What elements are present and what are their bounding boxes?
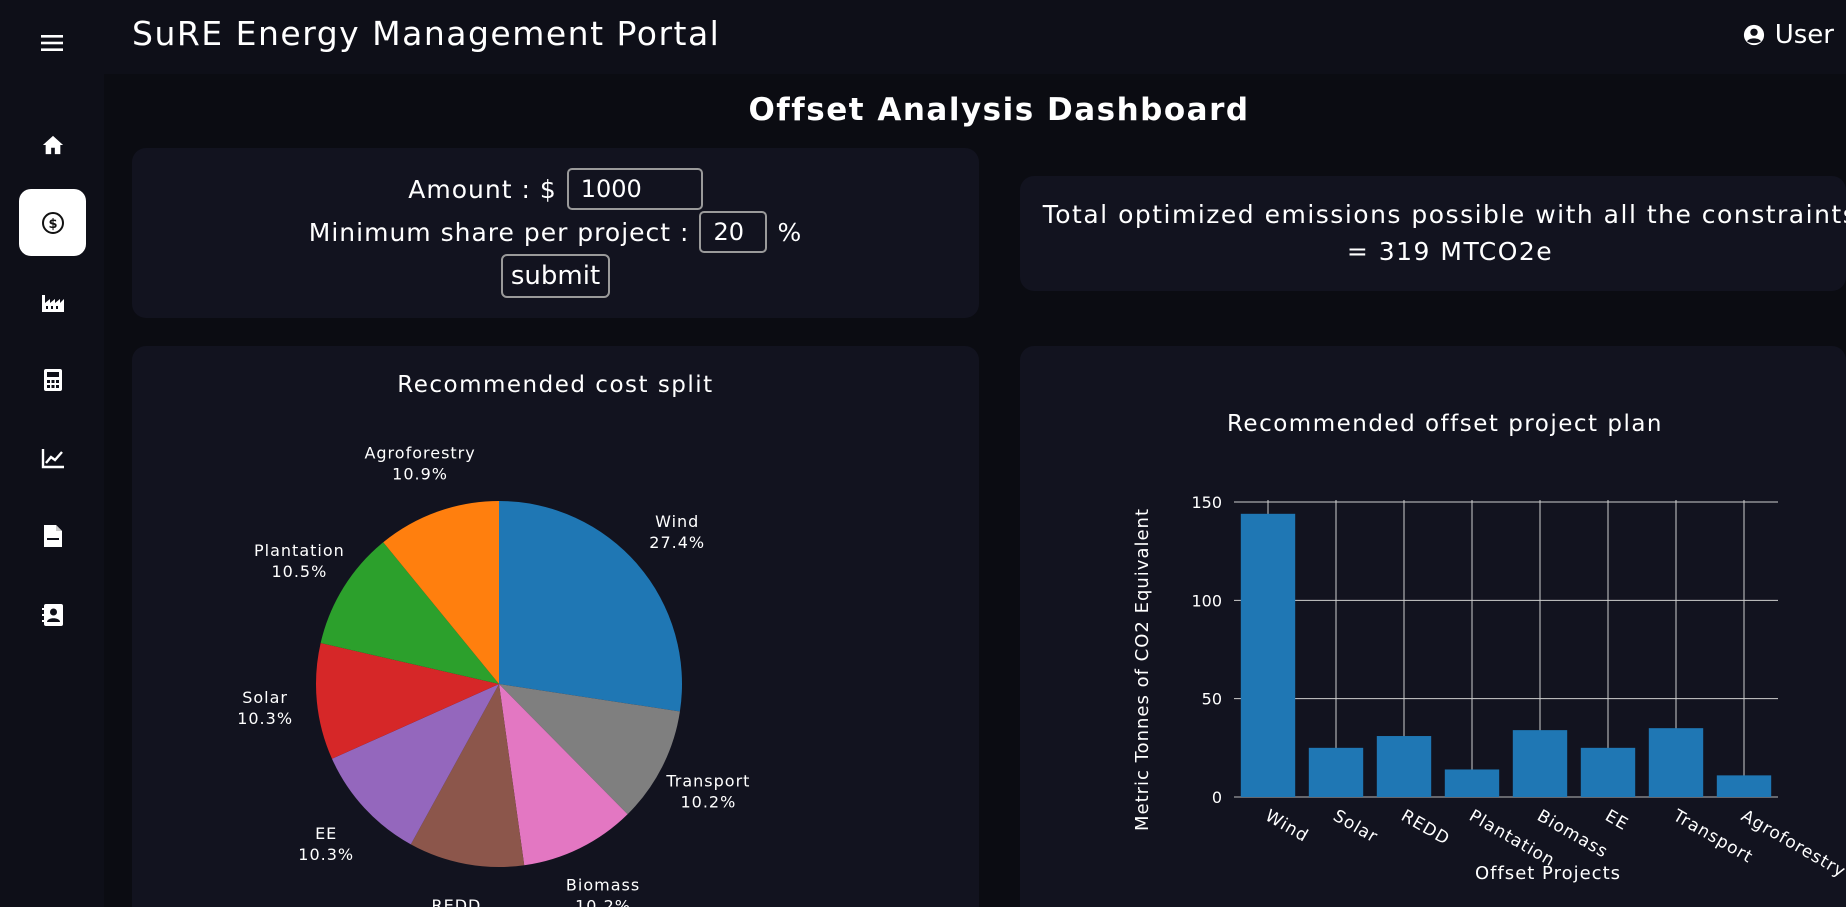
x-tick-label-ee: EE [1602, 806, 1632, 835]
sidebar-item-industry[interactable] [19, 268, 86, 335]
min-share-unit: % [777, 217, 803, 247]
pie-slice-ee[interactable] [331, 684, 499, 845]
sidebar-item-offset[interactable]: $ [19, 189, 86, 256]
user-circle-icon [1743, 24, 1764, 46]
factory-icon [41, 294, 64, 312]
pie-slice-plantation[interactable] [320, 542, 499, 684]
contact-book-icon [41, 603, 63, 626]
sidebar-item-calculator[interactable] [19, 346, 86, 413]
calculator-icon [43, 368, 62, 391]
y-tick-label: 100 [1191, 591, 1222, 610]
pie-slice-agroforestry[interactable] [383, 501, 499, 684]
x-tick-label-agroforestry: Agroforestry [1738, 806, 1846, 882]
document-icon [43, 524, 62, 547]
y-tick-label: 0 [1212, 788, 1222, 807]
pie-slice-wind[interactable] [499, 501, 683, 712]
pie-value-label-agroforestry: 10.9% [392, 465, 448, 484]
total-emissions-line1: Total optimized emissions possible with … [1042, 200, 1846, 229]
pie-label-solar: Solar [242, 688, 288, 707]
page-title: Offset Analysis Dashboard [748, 92, 1250, 128]
app-title: SuRE Energy Management Portal [132, 14, 721, 53]
user-menu[interactable]: User [1743, 20, 1834, 50]
amount-input[interactable] [566, 168, 703, 210]
pie-label-transport: Transport [665, 772, 750, 791]
offset-plan-card: Recommended offset project plan 0 50 100 15… [1020, 346, 1846, 907]
bar-plantation[interactable] [1444, 769, 1500, 797]
pie-value-label-plantation: 10.5% [271, 562, 327, 581]
x-tick-label-wind: Wind [1262, 806, 1312, 847]
menu-toggle-button[interactable] [34, 28, 70, 58]
pie-value-label-biomass: 10.2% [575, 897, 631, 907]
hamburger-icon [41, 35, 63, 51]
min-share-label: Minimum share per project : [308, 217, 690, 247]
pie-chart-title: Recommended cost split [397, 372, 714, 398]
bar-chart-title: Recommended offset project plan [1226, 411, 1664, 437]
sidebar-item-home[interactable] [19, 111, 86, 178]
cost-split-pie-chart: Wind 27.4% Transport 10.2% Biomass 10.2% REDD 1… [237, 444, 750, 907]
y-axis-title: Metric Tonnes of CO2 Equivalent [1132, 508, 1153, 831]
svg-text:$: $ [48, 217, 57, 232]
pie-label-biomass: Biomass [566, 876, 640, 895]
min-share-row: Minimum share per project : % [132, 211, 979, 253]
amount-label: Amount : $ [408, 174, 557, 204]
pie-label-agroforestry: Agroforestry [364, 444, 475, 463]
cost-split-card: Recommended cost split Wind 27.4% Transpor… [132, 346, 979, 907]
pie-label-ee: EE [315, 824, 337, 843]
pie-label-redd: REDD [431, 896, 481, 907]
total-emissions-line2: = 319 MTCO2e [1346, 237, 1554, 266]
total-emissions-card: Total optimized emissions possible with … [1020, 176, 1846, 291]
line-chart-icon [41, 448, 64, 468]
bar-solar[interactable] [1308, 747, 1364, 797]
sidebar: $ [0, 0, 104, 907]
bar-transport[interactable] [1648, 728, 1704, 797]
dollar-circle-icon: $ [41, 211, 64, 234]
pie-slice-solar[interactable] [316, 642, 499, 759]
sidebar-item-contacts[interactable] [19, 581, 86, 648]
top-header: SuRE Energy Management Portal User [104, 0, 1846, 74]
pie-value-label-transport: 10.2% [680, 793, 736, 812]
total-emissions-text: Total optimized emissions possible with … [1020, 196, 1846, 270]
bar-biomass[interactable] [1512, 730, 1568, 797]
sidebar-item-analytics[interactable] [19, 424, 86, 491]
bar-agroforestry[interactable] [1716, 775, 1772, 797]
x-axis-title: Offset Projects [1475, 863, 1621, 884]
bar-redd[interactable] [1376, 736, 1432, 797]
x-tick-label-redd: REDD [1398, 806, 1454, 850]
pie-label-plantation: Plantation [254, 541, 345, 560]
bar-wind[interactable] [1240, 513, 1296, 797]
pie-label-wind: Wind [655, 512, 699, 531]
x-tick-label-solar: Solar [1330, 806, 1382, 847]
offset-form-card: Amount : $ Minimum share per project : %… [132, 148, 979, 318]
pie-value-label-solar: 10.3% [237, 709, 293, 728]
pie-value-label-ee: 10.3% [298, 845, 354, 864]
bar-ee[interactable] [1580, 747, 1636, 797]
main-content: Offset Analysis Dashboard Amount : $ Min… [104, 74, 1846, 907]
pie-slice-biomass[interactable] [499, 684, 628, 866]
submit-row: submit [132, 254, 979, 298]
pie-slice-redd[interactable] [410, 684, 525, 867]
y-tick-label: 150 [1191, 493, 1222, 512]
sidebar-item-documents[interactable] [19, 502, 86, 569]
user-label: User [1774, 20, 1834, 50]
pie-value-label-wind: 27.4% [649, 533, 705, 552]
amount-row: Amount : $ [132, 168, 979, 210]
min-share-input[interactable] [699, 211, 768, 253]
y-tick-label: 50 [1202, 690, 1222, 709]
pie-slice-transport[interactable] [499, 684, 680, 815]
home-icon [42, 135, 63, 154]
submit-button[interactable]: submit [500, 254, 611, 298]
